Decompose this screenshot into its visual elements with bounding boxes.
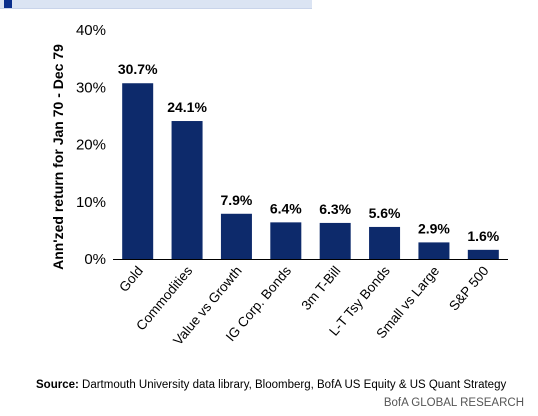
y-tick-label: 0% bbox=[84, 251, 106, 268]
y-axis-title: Ann'zed return for Jan 70 - Dec 79 bbox=[50, 44, 66, 270]
bar-value-label: 5.6% bbox=[369, 205, 401, 221]
bar bbox=[270, 222, 302, 259]
bars bbox=[122, 83, 499, 260]
bar bbox=[418, 242, 450, 259]
source-text: Dartmouth University data library, Bloom… bbox=[78, 379, 507, 391]
bar-value-label: 2.9% bbox=[418, 220, 450, 236]
x-tick-label: Gold bbox=[116, 263, 146, 294]
bar-value-label: 6.4% bbox=[270, 200, 302, 216]
y-tick-label: 10% bbox=[76, 194, 106, 211]
bar-value-label: 1.6% bbox=[467, 228, 499, 244]
x-tick-label: S&P 500 bbox=[446, 263, 492, 313]
bar-value-label: 30.7% bbox=[118, 61, 158, 77]
source-label: Source: bbox=[36, 379, 79, 391]
y-axis-ticks: 0% 10% 20% 30% 40% bbox=[76, 22, 106, 268]
y-tick-label: 40% bbox=[76, 22, 106, 39]
header-marker-icon bbox=[4, 0, 12, 8]
bar-value-label: 7.9% bbox=[220, 192, 252, 208]
bar bbox=[369, 226, 401, 259]
source-note: Source: Dartmouth University data librar… bbox=[36, 379, 506, 391]
bar bbox=[122, 83, 154, 260]
bar bbox=[467, 249, 499, 259]
brand-footer: BofA GLOBAL RESEARCH bbox=[383, 397, 524, 409]
bar bbox=[319, 222, 351, 259]
bar bbox=[171, 121, 203, 259]
value-labels: 30.7% 24.1% 7.9% 6.4% 6.3% 5.6% 2.9% 1.6% bbox=[118, 61, 500, 244]
bar bbox=[220, 213, 252, 259]
bar-value-label: 6.3% bbox=[319, 201, 351, 217]
header-strip bbox=[0, 0, 312, 9]
y-tick-label: 30% bbox=[76, 79, 106, 96]
y-tick-label: 20% bbox=[76, 137, 106, 154]
bar-value-label: 24.1% bbox=[167, 99, 207, 115]
x-tick-label: 3m T-Bill bbox=[298, 263, 343, 313]
